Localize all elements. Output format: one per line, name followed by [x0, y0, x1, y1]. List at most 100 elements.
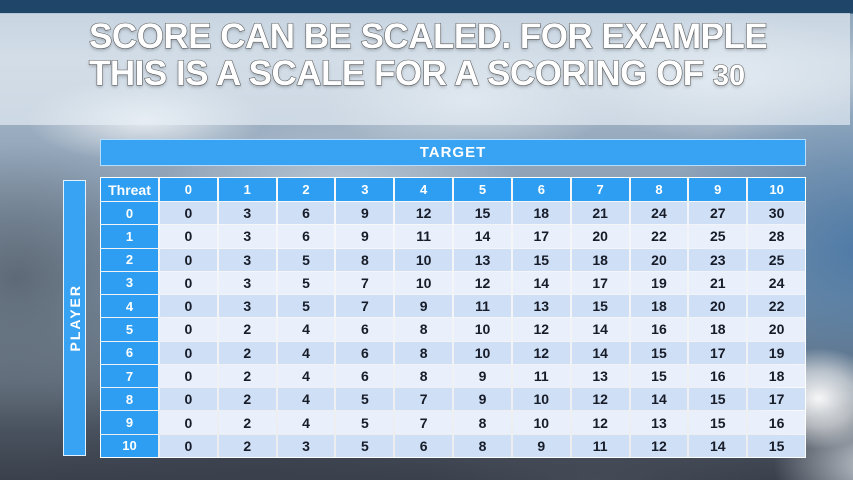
score-cell: 12 [395, 202, 453, 225]
row-header-cell: 8 [101, 388, 158, 411]
score-cell: 25 [748, 248, 805, 271]
score-cell: 9 [512, 434, 570, 457]
score-cell: 18 [571, 248, 629, 271]
score-cell: 28 [748, 225, 805, 248]
score-cell: 17 [571, 271, 629, 295]
score-cell: 6 [336, 364, 394, 388]
row-header-cell: 2 [101, 248, 158, 271]
row-header-cell: 5 [101, 318, 158, 341]
score-cell: 9 [336, 225, 394, 248]
score-cell: 24 [630, 202, 688, 225]
score-cell: 0 [160, 295, 217, 318]
score-cell: 19 [630, 271, 688, 295]
score-cell: 12 [512, 341, 570, 364]
column-header-cell: 10 [748, 178, 805, 201]
score-cell: 22 [748, 295, 805, 318]
score-cell: 3 [277, 434, 335, 457]
slide-title-line1: SCORE CAN BE SCALED. FOR EXAMPLE [88, 17, 768, 56]
score-cell: 23 [689, 248, 747, 271]
target-axis-header: TARGET [100, 139, 806, 166]
score-cell: 0 [160, 318, 217, 341]
score-cell: 10 [512, 411, 570, 434]
score-cell: 2 [218, 434, 276, 457]
score-cell: 20 [748, 318, 805, 341]
score-cell: 12 [571, 388, 629, 411]
score-cell: 2 [218, 341, 276, 364]
column-header-cell: 9 [689, 178, 747, 201]
score-cell: 9 [454, 388, 511, 411]
score-cell: 15 [630, 341, 688, 364]
score-cell: 15 [571, 295, 629, 318]
score-cell: 11 [454, 295, 511, 318]
score-cell: 2 [218, 411, 276, 434]
score-cell: 14 [689, 434, 747, 457]
score-cell: 18 [630, 295, 688, 318]
score-cell: 18 [748, 364, 805, 388]
score-cell: 7 [395, 411, 453, 434]
score-cell: 3 [218, 225, 276, 248]
score-cell: 13 [630, 411, 688, 434]
score-cell: 10 [512, 388, 570, 411]
score-cell: 24 [748, 271, 805, 295]
score-table: Threat 0 1 2 3 4 5 6 7 8 9 10 0 0 3 6 9 12 15 18 21 24 27 30 1 0 3… [100, 177, 806, 458]
score-cell: 10 [395, 271, 453, 295]
score-cell: 5 [336, 388, 394, 411]
score-cell: 15 [512, 248, 570, 271]
slide-title-scale-value: 30 [712, 59, 746, 92]
column-header-cell: 5 [454, 178, 511, 201]
score-cell: 15 [748, 434, 805, 457]
row-header-cell: 6 [101, 341, 158, 364]
score-cell: 0 [160, 202, 217, 225]
row-header-cell: 7 [101, 364, 158, 388]
score-cell: 0 [160, 225, 217, 248]
score-cell: 12 [571, 411, 629, 434]
column-header-cell: 6 [512, 178, 570, 201]
column-header-cell: 3 [336, 178, 394, 201]
score-cell: 18 [512, 202, 570, 225]
score-cell: 10 [454, 341, 511, 364]
score-cell: 21 [689, 271, 747, 295]
title-band: SCORE CAN BE SCALED. FOR EXAMPLE THIS IS … [0, 13, 850, 125]
score-cell: 3 [218, 295, 276, 318]
score-cell: 20 [689, 295, 747, 318]
row-header-cell: 3 [101, 271, 158, 295]
score-cell: 16 [748, 411, 805, 434]
row-header-cell: 9 [101, 411, 158, 434]
score-cell: 4 [277, 364, 335, 388]
score-cell: 9 [395, 295, 453, 318]
score-cell: 0 [160, 271, 217, 295]
score-cell: 8 [395, 364, 453, 388]
score-cell: 6 [277, 225, 335, 248]
score-cell: 4 [277, 318, 335, 341]
column-header-cell: 2 [277, 178, 335, 201]
score-cell: 6 [336, 341, 394, 364]
score-cell: 14 [571, 318, 629, 341]
score-cell: 15 [630, 364, 688, 388]
score-cell: 21 [571, 202, 629, 225]
score-cell: 18 [689, 318, 747, 341]
score-cell: 12 [512, 318, 570, 341]
score-cell: 5 [277, 295, 335, 318]
row-header-cell: 1 [101, 225, 158, 248]
score-cell: 5 [336, 434, 394, 457]
slide-title: SCORE CAN BE SCALED. FOR EXAMPLE THIS IS … [88, 17, 768, 95]
score-cell: 30 [748, 202, 805, 225]
player-axis-header: PLAYER [63, 180, 86, 456]
column-header-cell: 7 [571, 178, 629, 201]
score-cell: 14 [454, 225, 511, 248]
score-cell: 7 [336, 271, 394, 295]
score-cell: 8 [395, 318, 453, 341]
score-cell: 13 [512, 295, 570, 318]
score-cell: 11 [512, 364, 570, 388]
score-cell: 3 [218, 202, 276, 225]
score-cell: 10 [395, 248, 453, 271]
score-cell: 8 [395, 341, 453, 364]
score-cell: 2 [218, 388, 276, 411]
row-header-cell: 10 [101, 434, 158, 457]
score-cell: 4 [277, 411, 335, 434]
score-cell: 11 [395, 225, 453, 248]
score-cell: 0 [160, 388, 217, 411]
score-cell: 8 [336, 248, 394, 271]
score-cell: 8 [454, 411, 511, 434]
